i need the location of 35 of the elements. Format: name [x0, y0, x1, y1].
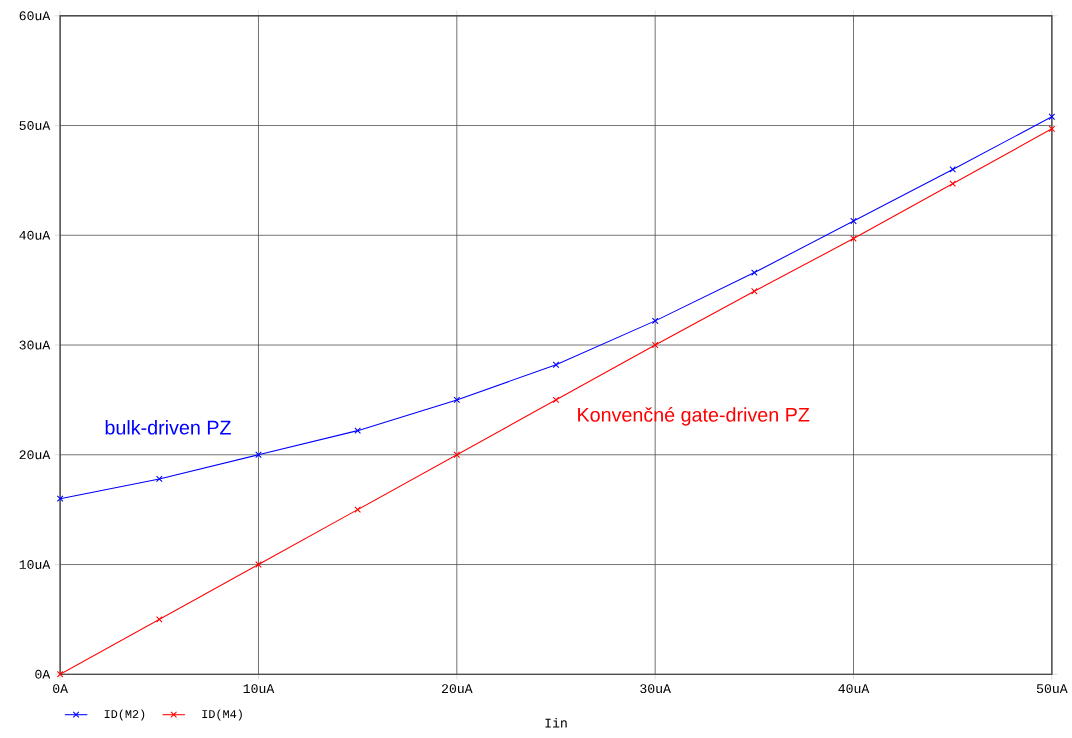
- y-tick-label: 10uA: [19, 559, 51, 569]
- point: [850, 217, 857, 225]
- x-axis-title: Iin: [545, 717, 567, 728]
- point: [255, 451, 262, 458]
- y-tick-label: 60uA: [19, 11, 51, 21]
- y-tick-label: 0A: [35, 669, 51, 679]
- point: [949, 165, 956, 173]
- x-tick-label: 30uA: [640, 684, 671, 693]
- annotation: Konvenčné gate-driven PZ: [578, 406, 810, 426]
- point: [552, 396, 560, 404]
- point: [751, 287, 758, 295]
- point: [155, 475, 163, 483]
- point: [1048, 113, 1056, 120]
- point: [751, 269, 758, 276]
- legend-label: ID(M2): [104, 709, 145, 721]
- x-tick-label: 10uA: [243, 684, 275, 693]
- point: [552, 361, 560, 368]
- y-tick-label: 30uA: [19, 340, 51, 350]
- legend-label: ID(M4): [202, 709, 242, 721]
- point: [453, 451, 461, 458]
- y-tick-label: 50uA: [19, 120, 51, 130]
- point: [651, 317, 659, 325]
- y-tick-label: 40uA: [19, 230, 51, 240]
- annotation: bulk-driven PZ: [105, 419, 231, 435]
- x-tick-label: 50uA: [1036, 684, 1068, 693]
- y-tick-label: 20uA: [19, 450, 51, 460]
- x-tick-label: 40uA: [838, 684, 870, 693]
- point: [56, 670, 64, 678]
- point: [651, 341, 659, 349]
- x-tick-label: 0A: [53, 684, 69, 693]
- point: [56, 495, 64, 502]
- point: [155, 615, 163, 623]
- point: [453, 396, 461, 404]
- point: [1048, 125, 1056, 132]
- x-tick-label: 20uA: [441, 684, 473, 693]
